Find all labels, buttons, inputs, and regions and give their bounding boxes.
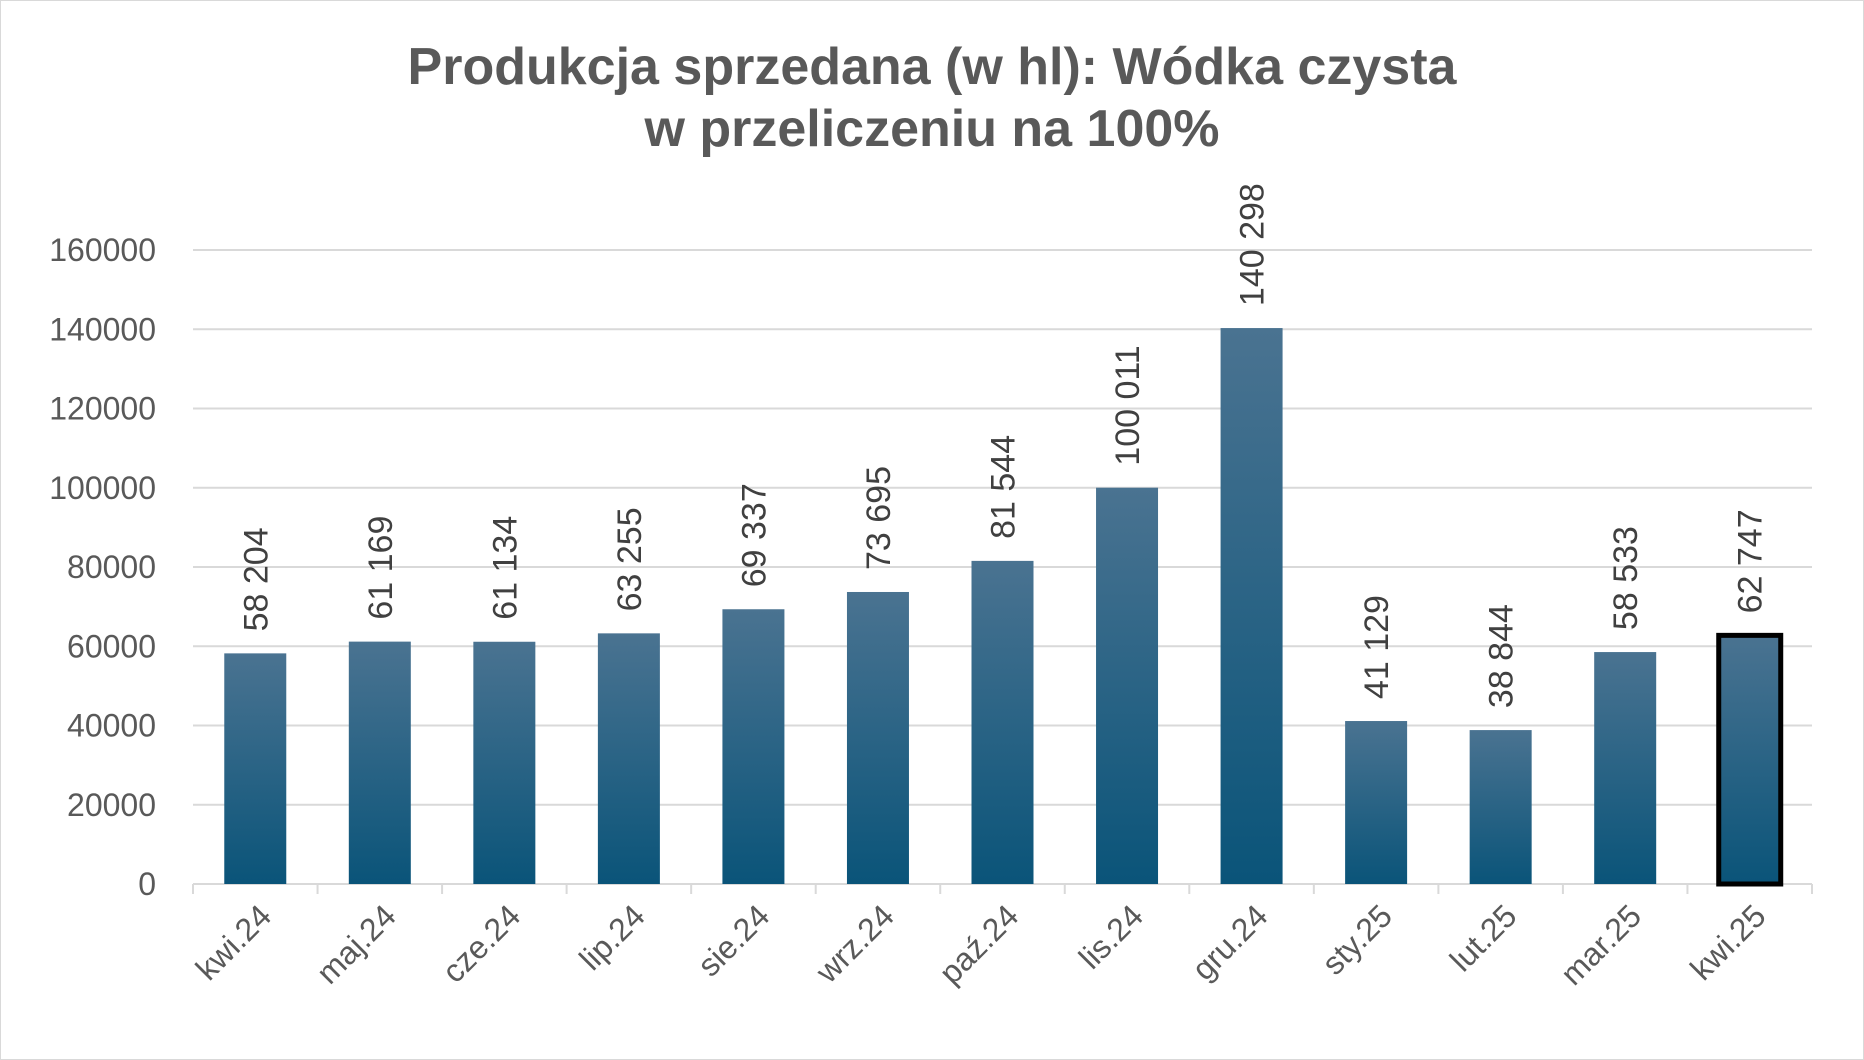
data-label: 140 298 bbox=[1234, 183, 1272, 306]
y-tick-label: 140000 bbox=[49, 311, 156, 347]
data-label: 81 544 bbox=[985, 435, 1023, 539]
bar bbox=[348, 641, 411, 884]
data-labels: 58 204 61 169 61 134 63 255 69 337 73 695 81 5… bbox=[237, 183, 1769, 708]
data-label: 73 695 bbox=[860, 466, 898, 570]
bar bbox=[1345, 721, 1408, 884]
bar bbox=[971, 560, 1034, 884]
chart-title-line-2: w przeliczeniu na 100% bbox=[644, 100, 1220, 158]
data-label: 41 129 bbox=[1358, 595, 1396, 699]
data-label: 38 844 bbox=[1483, 604, 1521, 708]
y-tick-label: 0 bbox=[138, 866, 156, 902]
data-label: 100 011 bbox=[1109, 345, 1147, 465]
bar bbox=[1096, 487, 1159, 884]
y-tick-label: 40000 bbox=[67, 708, 156, 744]
bar bbox=[846, 591, 909, 884]
data-label: 69 337 bbox=[735, 483, 773, 587]
x-tick-label: wrz.24 bbox=[808, 897, 901, 990]
data-label: 58 204 bbox=[237, 527, 275, 631]
data-label: 63 255 bbox=[611, 507, 649, 611]
x-tick-label: cze.24 bbox=[435, 897, 527, 989]
x-tick-label: lut.25 bbox=[1443, 897, 1524, 978]
bars bbox=[224, 328, 1784, 887]
bar bbox=[597, 633, 660, 884]
data-label: 62 747 bbox=[1732, 509, 1770, 613]
chart-title: Produkcja sprzedana (w hl): Wódka czysta… bbox=[0, 36, 1864, 160]
x-tick-label: kwi.24 bbox=[189, 897, 279, 987]
x-tick-label: sie.24 bbox=[691, 897, 777, 983]
bar-highlighted bbox=[1716, 632, 1784, 887]
x-tick-label: paź.24 bbox=[932, 897, 1025, 990]
bar bbox=[224, 653, 287, 884]
data-label: 61 169 bbox=[362, 516, 400, 620]
x-tick-label: sty.25 bbox=[1315, 897, 1399, 981]
axes: 0 20000 40000 60000 80000 100000 120000 140000 1… bbox=[49, 232, 1813, 992]
bar bbox=[1469, 730, 1532, 884]
chart-title-line-1: Produkcja sprzedana (w hl): Wódka czysta bbox=[407, 38, 1457, 96]
bar bbox=[722, 609, 785, 884]
x-tick-label: mar.25 bbox=[1554, 897, 1649, 992]
bar bbox=[473, 641, 536, 884]
y-tick-label: 60000 bbox=[67, 628, 156, 664]
y-tick-label: 80000 bbox=[67, 549, 156, 585]
data-label: 61 134 bbox=[486, 516, 524, 620]
x-tick-label: maj.24 bbox=[309, 897, 402, 990]
data-label: 58 533 bbox=[1607, 526, 1645, 630]
y-tick-label: 160000 bbox=[49, 232, 156, 268]
y-tick-label: 20000 bbox=[67, 787, 156, 823]
y-tick-label: 120000 bbox=[49, 391, 156, 427]
x-tick-label: lip.24 bbox=[572, 897, 652, 977]
x-tick-label: kwi.25 bbox=[1683, 897, 1773, 987]
x-tick-label: gru.24 bbox=[1185, 897, 1275, 987]
bar bbox=[1594, 652, 1657, 884]
x-tick-label: lis.24 bbox=[1072, 897, 1150, 975]
y-tick-label: 100000 bbox=[49, 470, 156, 506]
bar bbox=[1220, 328, 1283, 884]
